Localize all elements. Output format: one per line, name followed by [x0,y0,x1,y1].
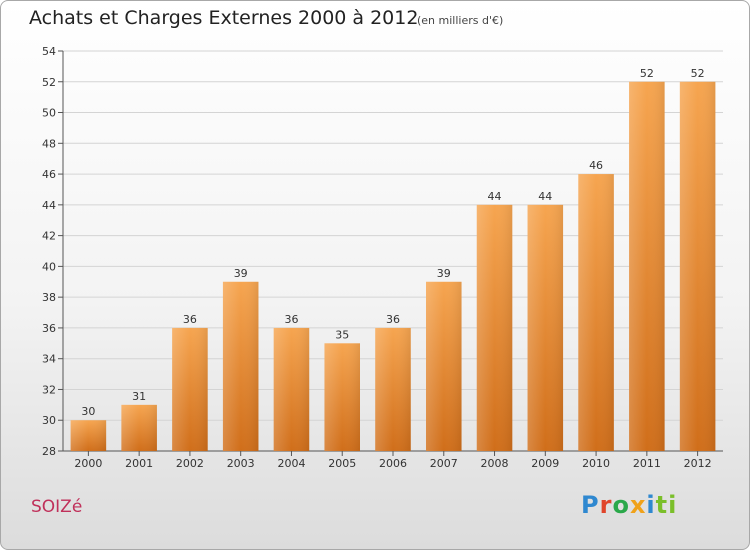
x-tick-label: 2004 [277,457,305,470]
y-tick-label: 32 [42,383,56,396]
bar-shine [222,281,259,451]
x-tick-label: 2001 [125,457,153,470]
bar-shine [172,327,208,451]
chart-subtitle: (en milliers d'€) [417,14,504,27]
bar-shine [121,404,157,451]
x-tick-label: 2006 [379,457,407,470]
label-layer: 30 2000 31 2001 36 2002 39 2003 36 2004 35 2005 36 20… [74,67,711,470]
logo-letter: P [581,491,600,519]
data-label: 30 [81,405,95,418]
y-tick-label: 44 [42,199,56,212]
bar-shine [629,81,665,452]
data-label: 52 [691,67,705,80]
y-tick-label: 50 [42,107,56,120]
x-tick-label: 2008 [481,457,509,470]
bar-shine [70,420,107,451]
x-tick-label: 2007 [430,457,458,470]
bar-shine [476,204,513,451]
bar-layer [70,81,716,452]
data-label: 39 [234,267,248,280]
data-label: 36 [284,313,298,326]
bar-shine [679,81,716,452]
bar-shine [324,343,360,451]
logo-letter: o [612,491,630,519]
x-tick-label: 2010 [582,457,610,470]
data-label: 39 [437,267,451,280]
y-tick-label: 36 [42,322,56,335]
y-tick-label: 40 [42,260,56,273]
y-tick-label: 38 [42,291,56,304]
x-tick-label: 2012 [684,457,712,470]
x-tick-label: 2011 [633,457,661,470]
data-label: 35 [335,328,349,341]
y-tick-label: 48 [42,137,56,150]
x-tick-label: 2009 [531,457,559,470]
data-label: 52 [640,67,654,80]
x-tick-label: 2003 [227,457,255,470]
x-tick-label: 2002 [176,457,204,470]
chart-title: Achats et Charges Externes 2000 à 2012 [29,7,419,29]
town-name: SOIZé [31,497,83,517]
x-tick-label: 2005 [328,457,356,470]
y-tick-label: 54 [42,45,56,58]
bar-shine [426,281,462,451]
proxiti-logo: Proxiti [581,491,677,519]
bar-shine [527,204,564,451]
bar-shine [578,174,614,452]
logo-letter: r [599,491,613,519]
y-tick-label: 52 [42,76,56,89]
x-tick-label: 2000 [74,457,102,470]
bar-shine [375,327,411,451]
data-label: 36 [183,313,197,326]
data-label: 44 [488,190,502,203]
y-tick-label: 46 [42,168,56,181]
y-tick-label: 28 [42,445,56,458]
data-label: 31 [132,390,146,403]
y-tick-label: 34 [42,353,56,366]
y-tick-label: 42 [42,230,56,243]
data-label: 44 [538,190,552,203]
bar-shine [273,327,310,451]
data-label: 46 [589,159,603,172]
logo-letter: i [646,491,656,519]
data-label: 36 [386,313,400,326]
logo-letter: x [629,491,647,519]
logo-letter: ti [655,491,678,519]
y-tick-label: 30 [42,414,56,427]
